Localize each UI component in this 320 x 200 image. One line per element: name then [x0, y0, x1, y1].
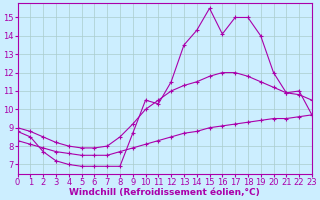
X-axis label: Windchill (Refroidissement éolien,°C): Windchill (Refroidissement éolien,°C) [69, 188, 260, 197]
